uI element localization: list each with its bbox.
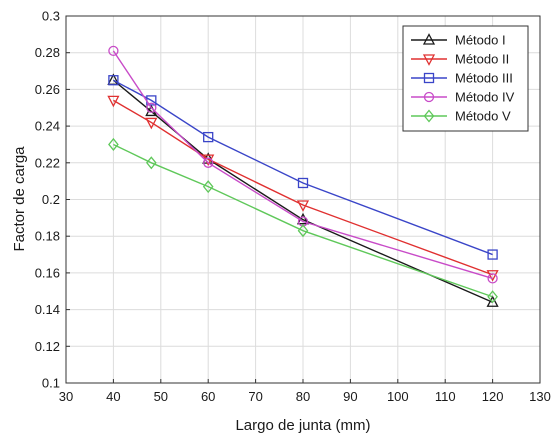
legend-entry: Método V [411,109,511,124]
x-tick-label: 130 [529,389,551,404]
diamond-icon [423,109,435,123]
legend-label: Método V [455,109,511,124]
circle-icon [423,91,435,103]
series-4 [108,45,498,284]
data-point [486,295,499,307]
y-tick-label: 0.18 [35,229,60,244]
data-point [203,157,214,168]
x-tick-label: 50 [154,389,168,404]
x-tick-label: 60 [201,389,215,404]
y-axis-label: Factor de carga [11,146,28,252]
y-tick-label: 0.24 [35,119,60,134]
triangle-down-icon [422,54,436,66]
data-point [296,200,310,212]
series-line [112,50,493,280]
x-tick-label: 110 [435,389,456,404]
series-line [113,143,493,298]
y-axis: 0.1 0.12 0.14 0.16 0.18 0.2 0.22 0.24 0.26 0.28 0.… [35,9,70,391]
data-point [297,177,309,189]
legend-entry: Método IV [411,90,515,105]
data-point [202,180,214,194]
data-point [107,95,120,108]
data-point [297,224,309,238]
y-tick-label: 0.26 [35,82,60,97]
series-2 [107,95,499,282]
series-3 [108,75,498,260]
data-point [487,249,498,260]
x-tick-label: 70 [248,389,262,404]
series-layer [107,45,499,307]
y-tick-label: 0.28 [35,45,60,60]
legend-entry: Método I [411,33,506,48]
legend: Método I Método II Método III Método IV Méto… [402,25,529,132]
legend-label: Método III [455,71,513,86]
data-point [487,290,498,304]
x-axis-label: Largo de junta (mm) [235,417,370,434]
legend-label: Método I [455,33,506,48]
y-tick-label: 0.16 [35,265,60,280]
data-point [108,45,119,57]
legend-label: Método II [455,52,509,67]
data-point [203,131,214,143]
series-line [113,99,493,276]
x-tick-label: 100 [387,389,409,404]
data-point [108,137,119,151]
x-tick-label: 40 [106,389,120,404]
x-axis: 30 40 50 60 70 80 90 100 110 120 130 [59,379,551,404]
data-point [486,270,499,282]
y-tick-label: 0.3 [42,9,60,24]
y-tick-label: 0.12 [35,339,60,354]
legend-label: Método IV [455,90,515,105]
x-tick-label: 120 [482,389,504,404]
series-5 [108,137,498,304]
y-tick-label: 0.2 [42,192,60,207]
data-point [108,75,119,86]
x-tick-label: 80 [296,389,310,404]
data-point [487,273,498,284]
y-tick-label: 0.14 [35,302,60,317]
y-tick-label: 0.1 [42,376,60,391]
triangle-up-icon [422,33,436,45]
x-tick-label: 30 [59,389,73,404]
legend-entry: Método II [411,52,509,67]
data-point [146,102,157,113]
series-line [113,79,493,256]
data-point [145,117,158,130]
data-point [145,156,157,170]
x-tick-label: 90 [343,389,357,404]
square-icon [423,72,435,84]
legend-entry: Método III [411,71,513,86]
y-tick-label: 0.22 [35,155,60,170]
data-point [296,212,310,225]
